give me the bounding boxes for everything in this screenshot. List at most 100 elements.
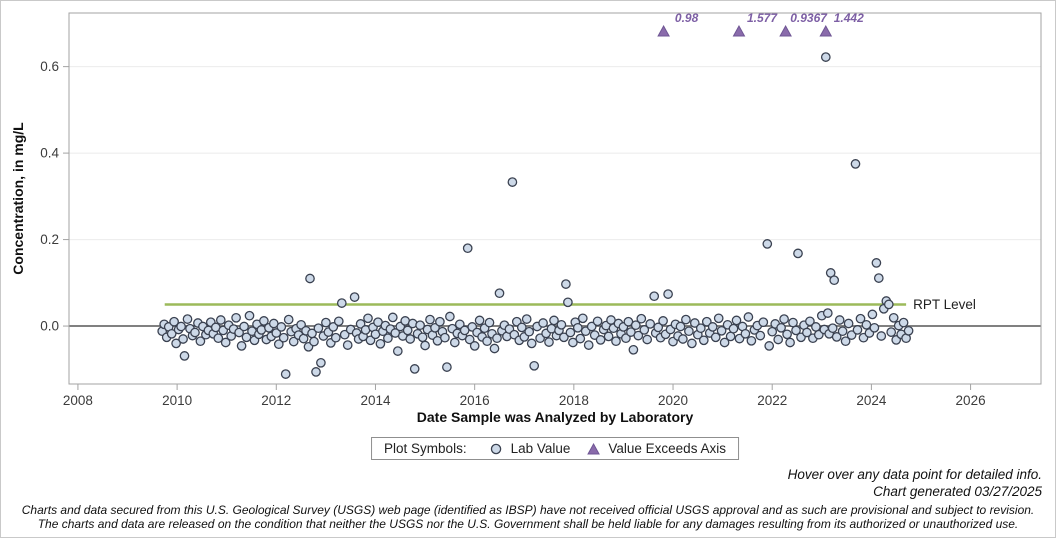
lab-value-point[interactable] xyxy=(239,321,249,332)
lab-value-point[interactable] xyxy=(731,315,742,326)
lab-value-point[interactable] xyxy=(583,340,594,350)
lab-value-point[interactable] xyxy=(313,323,324,334)
lab-value-point[interactable] xyxy=(482,336,492,347)
lab-value-point[interactable] xyxy=(698,335,709,346)
lab-value-point[interactable] xyxy=(776,322,786,333)
lab-value-point[interactable] xyxy=(213,333,224,344)
lab-value-point[interactable] xyxy=(827,323,838,334)
lab-value-point[interactable] xyxy=(182,314,193,324)
lab-value-point[interactable] xyxy=(420,340,430,351)
lab-value-point[interactable] xyxy=(375,338,386,349)
lab-value-point[interactable] xyxy=(822,308,833,318)
lab-value-point[interactable] xyxy=(231,312,241,323)
lab-value-point[interactable] xyxy=(271,328,282,338)
lab-value-point[interactable] xyxy=(316,357,326,368)
lab-value-point[interactable] xyxy=(758,317,769,328)
lab-value-point[interactable] xyxy=(387,312,398,323)
lab-value-point[interactable] xyxy=(695,323,706,334)
lab-value-point[interactable] xyxy=(762,239,773,249)
lab-value-point[interactable] xyxy=(298,333,309,344)
lab-value-point[interactable] xyxy=(349,292,360,302)
lab-value-point[interactable] xyxy=(850,159,861,169)
lab-value-point[interactable] xyxy=(903,325,914,336)
lab-value-point[interactable] xyxy=(653,322,664,333)
lab-value-point[interactable] xyxy=(425,314,435,325)
exceeds-axis-marker[interactable] xyxy=(779,24,792,37)
lab-value-point[interactable] xyxy=(779,314,789,324)
lab-value-point[interactable] xyxy=(342,340,353,350)
lab-value-point[interactable] xyxy=(526,338,537,349)
lab-value-point[interactable] xyxy=(628,344,639,355)
exceeds-axis-marker[interactable] xyxy=(657,24,670,37)
lab-value-point[interactable] xyxy=(321,317,331,328)
lab-value-point[interactable] xyxy=(837,326,848,337)
exceeds-axis-marker[interactable] xyxy=(819,24,833,37)
lab-value-point[interactable] xyxy=(658,316,668,326)
lab-value-point[interactable] xyxy=(355,319,366,329)
lab-value-point[interactable] xyxy=(793,248,803,259)
lab-value-point[interactable] xyxy=(538,318,548,328)
lab-value-point[interactable] xyxy=(568,337,578,348)
lab-value-point[interactable] xyxy=(259,316,269,326)
lab-value-point[interactable] xyxy=(178,334,188,344)
lab-value-point[interactable] xyxy=(743,312,754,322)
lab-value-point[interactable] xyxy=(852,325,863,335)
lab-value-point[interactable] xyxy=(840,336,851,347)
lab-value-point[interactable] xyxy=(166,328,177,339)
lab-value-point[interactable] xyxy=(417,332,428,343)
lab-value-point[interactable] xyxy=(871,258,882,268)
lab-value-point[interactable] xyxy=(728,323,739,334)
lab-value-point[interactable] xyxy=(330,332,341,343)
lab-value-point[interactable] xyxy=(603,331,614,342)
lab-value-point[interactable] xyxy=(834,315,845,325)
lab-value-point[interactable] xyxy=(861,319,872,330)
lab-value-point[interactable] xyxy=(236,341,247,351)
lab-value-point[interactable] xyxy=(869,322,880,333)
lab-value-point[interactable] xyxy=(820,52,831,62)
lab-value-point[interactable] xyxy=(888,312,899,323)
lab-value-point[interactable] xyxy=(586,321,597,332)
lab-value-point[interactable] xyxy=(179,351,190,361)
lab-value-point[interactable] xyxy=(846,330,857,340)
lab-value-point[interactable] xyxy=(561,279,571,289)
lab-value-point[interactable] xyxy=(363,313,373,324)
lab-value-point[interactable] xyxy=(788,317,798,328)
lab-value-point[interactable] xyxy=(195,336,206,347)
lab-value-point[interactable] xyxy=(785,337,795,348)
lab-value-point[interactable] xyxy=(516,322,527,333)
lab-value-point[interactable] xyxy=(556,319,567,330)
lab-value-point[interactable] xyxy=(405,334,416,344)
lab-value-point[interactable] xyxy=(782,329,792,340)
lab-value-point[interactable] xyxy=(678,334,688,344)
lab-value-point[interactable] xyxy=(611,336,621,347)
lab-value-point[interactable] xyxy=(633,330,644,341)
lab-value-point[interactable] xyxy=(684,326,694,337)
lab-value-point[interactable] xyxy=(577,313,588,324)
lab-value-point[interactable] xyxy=(273,339,284,350)
lab-value-point[interactable] xyxy=(469,341,480,351)
lab-value-point[interactable] xyxy=(575,333,586,344)
lab-value-point[interactable] xyxy=(719,337,730,348)
lab-value-point[interactable] xyxy=(336,298,347,308)
lab-value-point[interactable] xyxy=(280,369,291,379)
lab-value-point[interactable] xyxy=(883,299,894,310)
lab-value-point[interactable] xyxy=(276,322,287,332)
lab-value-point[interactable] xyxy=(829,275,840,286)
lab-value-point[interactable] xyxy=(565,327,576,338)
lab-value-point[interactable] xyxy=(767,326,778,337)
lab-value-point[interactable] xyxy=(171,338,181,349)
lab-value-point[interactable] xyxy=(645,319,656,329)
lab-value-point[interactable] xyxy=(710,332,721,343)
lab-value-point[interactable] xyxy=(494,288,505,299)
lab-value-point[interactable] xyxy=(802,327,812,338)
lab-value-point[interactable] xyxy=(234,327,244,338)
lab-value-point[interactable] xyxy=(244,310,255,321)
lab-value-point[interactable] xyxy=(328,322,339,332)
lab-value-point[interactable] xyxy=(524,326,535,337)
exceeds-axis-marker[interactable] xyxy=(732,24,746,37)
lab-value-point[interactable] xyxy=(843,318,854,329)
lab-value-point[interactable] xyxy=(549,315,559,326)
lab-value-point[interactable] xyxy=(305,273,315,284)
lab-value-point[interactable] xyxy=(563,297,573,308)
lab-value-point[interactable] xyxy=(215,315,226,325)
